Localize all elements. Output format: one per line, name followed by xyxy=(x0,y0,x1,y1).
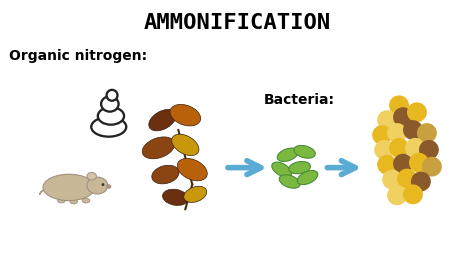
Ellipse shape xyxy=(149,109,176,131)
Circle shape xyxy=(422,157,442,177)
Ellipse shape xyxy=(297,171,318,185)
Circle shape xyxy=(372,125,392,145)
Circle shape xyxy=(403,120,423,140)
Circle shape xyxy=(389,95,409,115)
Ellipse shape xyxy=(87,172,96,180)
Circle shape xyxy=(417,123,437,143)
Circle shape xyxy=(407,102,427,122)
Text: Organic nitrogen:: Organic nitrogen: xyxy=(9,49,147,63)
Circle shape xyxy=(387,185,407,205)
Circle shape xyxy=(403,184,423,204)
Text: AMMONIFICATION: AMMONIFICATION xyxy=(143,13,331,33)
Circle shape xyxy=(411,172,431,191)
Ellipse shape xyxy=(279,175,300,188)
Ellipse shape xyxy=(294,146,315,158)
Ellipse shape xyxy=(170,105,201,126)
Circle shape xyxy=(419,140,439,160)
Ellipse shape xyxy=(87,177,108,194)
Ellipse shape xyxy=(177,159,207,181)
Ellipse shape xyxy=(277,148,298,161)
Ellipse shape xyxy=(142,137,175,159)
Ellipse shape xyxy=(152,165,179,184)
Circle shape xyxy=(382,170,402,189)
Ellipse shape xyxy=(184,186,207,202)
Ellipse shape xyxy=(106,185,111,188)
Circle shape xyxy=(397,169,417,188)
Ellipse shape xyxy=(58,198,65,203)
Circle shape xyxy=(377,110,397,130)
Ellipse shape xyxy=(101,96,118,112)
Circle shape xyxy=(393,154,413,174)
Circle shape xyxy=(409,153,429,173)
Ellipse shape xyxy=(82,198,90,203)
Ellipse shape xyxy=(98,107,124,125)
Circle shape xyxy=(389,138,409,158)
Circle shape xyxy=(101,183,104,186)
Circle shape xyxy=(393,107,413,127)
Circle shape xyxy=(405,138,425,158)
Circle shape xyxy=(387,123,407,143)
Ellipse shape xyxy=(289,161,310,174)
Ellipse shape xyxy=(163,189,188,205)
Ellipse shape xyxy=(70,199,77,204)
Ellipse shape xyxy=(43,174,95,201)
Circle shape xyxy=(377,155,397,174)
Ellipse shape xyxy=(272,162,292,177)
Text: Bacteria:: Bacteria: xyxy=(264,93,335,107)
Ellipse shape xyxy=(172,134,199,156)
Ellipse shape xyxy=(107,90,118,101)
Circle shape xyxy=(374,140,394,160)
Ellipse shape xyxy=(91,117,126,137)
